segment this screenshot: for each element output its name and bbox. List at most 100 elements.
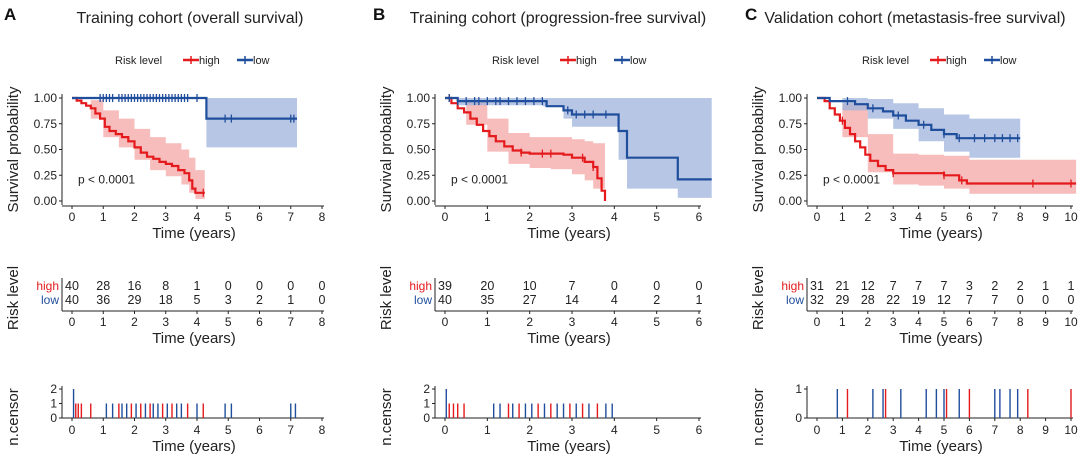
censor-x-tick-label: 3 bbox=[890, 423, 897, 437]
x-tick-label: 1 bbox=[484, 210, 491, 224]
panel-title: Training cohort (progression-free surviv… bbox=[410, 10, 706, 27]
censor-x-tick-label: 0 bbox=[69, 423, 76, 437]
censor-x-tick-label: 1 bbox=[100, 423, 107, 437]
censor-x-tick-label: 7 bbox=[287, 423, 294, 437]
panel-title: Training cohort (overall survival) bbox=[76, 10, 303, 27]
x-axis-title: Time (years) bbox=[152, 225, 236, 242]
risk-count: 1 bbox=[696, 293, 703, 307]
x-tick-label: 3 bbox=[890, 210, 897, 224]
y-tick-label: 0.50 bbox=[779, 143, 803, 157]
risk-count: 0 bbox=[653, 279, 660, 293]
censor-x-tick-label: 5 bbox=[225, 423, 232, 437]
x-tick-label: 3 bbox=[569, 210, 576, 224]
x-tick-label: 2 bbox=[864, 210, 871, 224]
y-axis-title: Survival probability bbox=[750, 86, 767, 212]
risk-count: 2 bbox=[991, 279, 998, 293]
km-axes: 0.00 0.25 0.50 0.75 1.00 0 1 2 3 4 5 6 Time (years) S… bbox=[378, 86, 703, 242]
risk-count: 16 bbox=[128, 279, 142, 293]
legend-label-low: low bbox=[253, 55, 270, 67]
x-tick-label: 6 bbox=[966, 210, 973, 224]
legend-label-high: high bbox=[576, 55, 597, 67]
x-tick-label: 0 bbox=[442, 210, 449, 224]
legend: Risk level high low bbox=[862, 55, 1017, 67]
p-value: p < 0.0001 bbox=[451, 172, 508, 186]
risk-count: 28 bbox=[96, 279, 110, 293]
risk-count: 12 bbox=[861, 279, 875, 293]
risk-count: 40 bbox=[438, 293, 452, 307]
censor-x-title: Time (years) bbox=[527, 438, 611, 455]
panel-b: B Training cohort (progression-free survi… bbox=[373, 5, 712, 455]
survival-curve-low bbox=[72, 96, 297, 120]
censor-y-tick-label: 0 bbox=[795, 411, 802, 425]
censor-x-tick-label: 2 bbox=[526, 423, 533, 437]
y-axis-title: Survival probability bbox=[5, 86, 22, 212]
x-tick-label: 10 bbox=[1064, 210, 1078, 224]
survival-curve-low bbox=[445, 96, 712, 181]
risk-x-tick-label: 5 bbox=[653, 315, 660, 329]
risk-count: 1 bbox=[1042, 279, 1049, 293]
x-tick-label: 4 bbox=[915, 210, 922, 224]
risk-count: 31 bbox=[810, 279, 824, 293]
risk-count: 0 bbox=[319, 279, 326, 293]
risk-y-title: Risk level bbox=[378, 266, 395, 330]
risk-x-tick-label: 0 bbox=[814, 315, 821, 329]
risk-row-label-high: high bbox=[409, 279, 432, 293]
risk-x-tick-label: 2 bbox=[526, 315, 533, 329]
risk-x-tick-label: 6 bbox=[256, 315, 263, 329]
risk-x-tick-label: 4 bbox=[915, 315, 922, 329]
censor-x-tick-label: 1 bbox=[839, 423, 846, 437]
series-high bbox=[445, 94, 607, 201]
risk-count: 0 bbox=[287, 279, 294, 293]
censor-y-title: n.censor bbox=[378, 388, 395, 446]
risk-count: 0 bbox=[319, 293, 326, 307]
risk-x-tick-label: 0 bbox=[442, 315, 449, 329]
y-tick-label: 1.00 bbox=[34, 91, 58, 105]
x-tick-label: 6 bbox=[256, 210, 263, 224]
risk-x-tick-label: 9 bbox=[1042, 315, 1049, 329]
risk-count: 29 bbox=[835, 293, 849, 307]
risk-x-tick-label: 10 bbox=[1064, 315, 1078, 329]
risk-count: 4 bbox=[611, 293, 618, 307]
risk-count: 10 bbox=[523, 279, 537, 293]
x-axis-title: Time (years) bbox=[527, 225, 611, 242]
censor-x-title: Time (years) bbox=[899, 438, 983, 455]
panel-letter: B bbox=[373, 5, 385, 24]
censor-x-tick-label: 1 bbox=[484, 423, 491, 437]
x-tick-label: 7 bbox=[991, 210, 998, 224]
x-tick-label: 5 bbox=[941, 210, 948, 224]
risk-x-tick-label: 2 bbox=[864, 315, 871, 329]
y-tick-label: 0.00 bbox=[34, 194, 58, 208]
risk-count: 1 bbox=[1068, 279, 1075, 293]
y-tick-label: 0.00 bbox=[779, 194, 803, 208]
risk-x-tick-label: 3 bbox=[162, 315, 169, 329]
series-low bbox=[817, 96, 1021, 158]
risk-row-label-low: low bbox=[414, 293, 432, 307]
risk-x-tick-label: 3 bbox=[569, 315, 576, 329]
risk-count: 7 bbox=[915, 279, 922, 293]
censor-y-tick-label: 0 bbox=[50, 411, 57, 425]
censor-x-tick-label: 5 bbox=[941, 423, 948, 437]
censor-x-tick-label: 4 bbox=[915, 423, 922, 437]
risk-x-tick-label: 4 bbox=[611, 315, 618, 329]
risk-count: 3 bbox=[966, 279, 973, 293]
x-tick-label: 5 bbox=[225, 210, 232, 224]
risk-count: 40 bbox=[65, 293, 79, 307]
risk-count: 28 bbox=[861, 293, 875, 307]
risk-count: 2 bbox=[256, 293, 263, 307]
censor-x-tick-label: 5 bbox=[653, 423, 660, 437]
risk-x-title: Time (years) bbox=[527, 330, 611, 347]
x-tick-label: 2 bbox=[526, 210, 533, 224]
y-tick-label: 0.25 bbox=[34, 168, 58, 182]
risk-count: 35 bbox=[480, 293, 494, 307]
risk-count: 0 bbox=[225, 279, 232, 293]
y-tick-label: 0.75 bbox=[407, 117, 431, 131]
risk-x-tick-label: 2 bbox=[131, 315, 138, 329]
risk-count: 7 bbox=[991, 293, 998, 307]
x-tick-label: 6 bbox=[696, 210, 703, 224]
censor-x-tick-label: 3 bbox=[162, 423, 169, 437]
censor-x-tick-label: 6 bbox=[256, 423, 263, 437]
